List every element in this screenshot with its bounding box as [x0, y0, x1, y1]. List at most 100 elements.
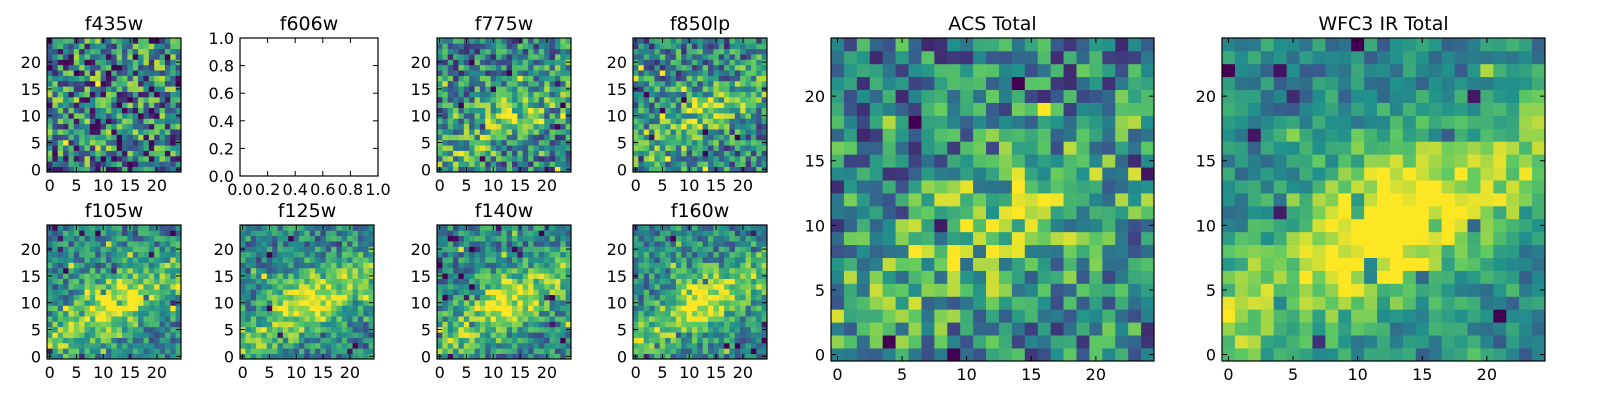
- heatmap-cell: [277, 273, 284, 279]
- heatmap-cell: [713, 70, 720, 76]
- heatmap-cell: [740, 150, 746, 157]
- heatmap-cell: [170, 155, 176, 162]
- heatmap-cell: [320, 235, 327, 242]
- heatmap-cell: [718, 43, 725, 50]
- heatmap-cell: [159, 310, 166, 317]
- heatmap-cell: [256, 289, 262, 296]
- heatmap-cell: [309, 289, 316, 296]
- heatmap-cell: [740, 262, 746, 269]
- heatmap-cell: [506, 342, 513, 349]
- heatmap-cell: [320, 246, 327, 253]
- heatmap-cell: [250, 294, 257, 301]
- heatmap-cell: [122, 113, 128, 119]
- heatmap-cell: [363, 305, 369, 312]
- heatmap-cell: [368, 294, 375, 301]
- heatmap-cell: [495, 113, 502, 119]
- heatmap-cell: [512, 353, 518, 360]
- heatmap-cell: [670, 91, 677, 98]
- heatmap-cell: [68, 342, 75, 349]
- heatmap-cell: [79, 267, 85, 274]
- heatmap-cell: [554, 316, 561, 322]
- heatmap-cell: [84, 38, 91, 44]
- heatmap-cell: [100, 155, 107, 162]
- heatmap-cell: [522, 246, 529, 253]
- heatmap-cell: [116, 38, 123, 44]
- heatmap-cell: [447, 262, 454, 269]
- heatmap-cell: [52, 300, 59, 306]
- heatmap-cell: [138, 321, 144, 328]
- heatmap-cell: [325, 294, 332, 301]
- heatmap-cell: [517, 118, 524, 125]
- heatmap-cell: [724, 283, 730, 290]
- heatmap-cell: [245, 289, 252, 296]
- heatmap-cell: [549, 262, 556, 269]
- heatmap-cell: [702, 246, 709, 253]
- heatmap-cell: [89, 267, 96, 274]
- heatmap-cell: [649, 54, 655, 60]
- heatmap-cell: [474, 257, 481, 263]
- heatmap-cell: [437, 278, 443, 285]
- heatmap-cell: [479, 102, 486, 109]
- heatmap-cell: [638, 246, 645, 253]
- heatmap-cell: [100, 321, 107, 328]
- heatmap-cell: [68, 145, 75, 151]
- heatmap-cell: [734, 54, 741, 60]
- heatmap-cell: [702, 145, 709, 151]
- heatmap-cell: [522, 129, 529, 135]
- heatmap-cell: [336, 316, 343, 322]
- heatmap-cell: [934, 257, 948, 271]
- heatmap-cell: [143, 155, 150, 162]
- heatmap-cell: [347, 310, 353, 317]
- heatmap-cell: [250, 310, 257, 317]
- heatmap-cell: [138, 332, 144, 338]
- heatmap-cell: [501, 70, 508, 76]
- heatmap-cell: [506, 230, 513, 237]
- heatmap-cell: [665, 305, 671, 312]
- heatmap-cell: [908, 296, 922, 310]
- heatmap-cell: [538, 96, 545, 103]
- heatmap-cell: [490, 80, 497, 87]
- heatmap-cell: [512, 321, 518, 328]
- heatmap-cell: [437, 123, 443, 130]
- heatmap-cell: [544, 80, 550, 87]
- heatmap-cell: [341, 353, 348, 360]
- heatmap-cell: [240, 257, 246, 263]
- heatmap-cell: [654, 294, 661, 301]
- heatmap-cell: [1128, 231, 1142, 246]
- heatmap-cell: [538, 321, 545, 328]
- heatmap-cell: [485, 102, 491, 109]
- heatmap-cell: [560, 75, 566, 82]
- heatmap-cell: [79, 246, 85, 253]
- heatmap-cell: [159, 134, 166, 141]
- heatmap-cell: [336, 300, 343, 306]
- heatmap-cell: [63, 289, 69, 296]
- heatmap-cell: [89, 86, 96, 92]
- heatmap-cell: [761, 241, 768, 247]
- heatmap-cell: [447, 348, 454, 354]
- heatmap-cell: [282, 262, 289, 269]
- heatmap-cell: [544, 145, 550, 151]
- heatmap-cell: [538, 139, 545, 146]
- heatmap-cell: [341, 326, 348, 333]
- heatmap-cell: [681, 294, 687, 301]
- heatmap-cell: [463, 134, 470, 141]
- heatmap-cell: [895, 244, 909, 258]
- heatmap-cell: [681, 102, 687, 109]
- heatmap-cell: [495, 43, 502, 50]
- heatmap-cell: [512, 262, 518, 269]
- heatmap-cell: [479, 294, 486, 301]
- heatmap-cell: [57, 267, 64, 274]
- heatmap-cell: [490, 251, 497, 258]
- heatmap-cell: [363, 342, 369, 349]
- heatmap-cell: [544, 300, 550, 306]
- heatmap-cell: [458, 96, 465, 103]
- heatmap-cell: [528, 348, 534, 354]
- heatmap-cell: [882, 348, 896, 362]
- heatmap-cell: [164, 316, 171, 322]
- heatmap-cell: [159, 241, 166, 247]
- heatmap-cell: [148, 273, 155, 279]
- heatmap-cell: [479, 86, 486, 92]
- heatmap-cell: [47, 257, 53, 263]
- heatmap-cell: [159, 38, 166, 44]
- heatmap-cell: [277, 262, 284, 269]
